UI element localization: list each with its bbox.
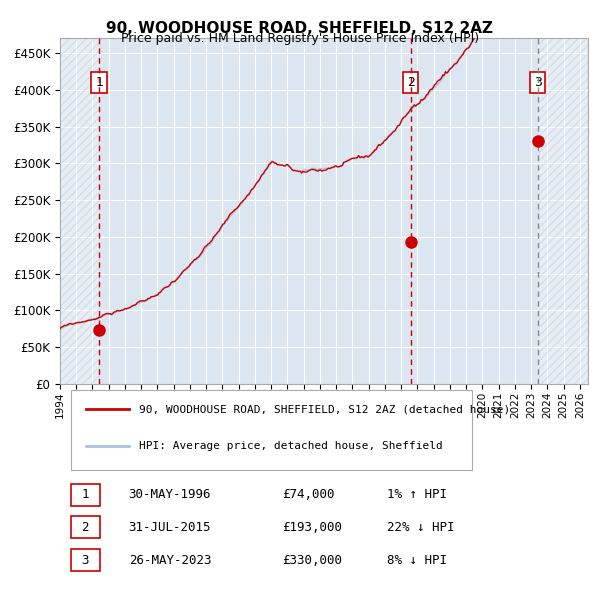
Text: £74,000: £74,000 [282, 488, 334, 501]
FancyBboxPatch shape [71, 516, 100, 538]
Text: 2: 2 [407, 76, 415, 89]
Text: 8% ↓ HPI: 8% ↓ HPI [388, 553, 448, 566]
Bar [538, 38, 588, 384]
FancyBboxPatch shape [71, 391, 472, 470]
Text: £193,000: £193,000 [282, 521, 342, 534]
Text: 2: 2 [81, 521, 89, 534]
Text: 90, WOODHOUSE ROAD, SHEFFIELD, S12 2AZ (detached house): 90, WOODHOUSE ROAD, SHEFFIELD, S12 2AZ (… [139, 405, 511, 414]
Text: HPI: Average price, detached house, Sheffield: HPI: Average price, detached house, Shef… [139, 441, 443, 451]
Text: 30-MAY-1996: 30-MAY-1996 [128, 488, 211, 501]
Text: 1: 1 [81, 488, 89, 501]
Text: 1: 1 [95, 76, 103, 89]
Text: 3: 3 [533, 76, 542, 89]
Text: 1% ↑ HPI: 1% ↑ HPI [388, 488, 448, 501]
Text: 3: 3 [81, 553, 89, 566]
Text: 90, WOODHOUSE ROAD, SHEFFIELD, S12 2AZ: 90, WOODHOUSE ROAD, SHEFFIELD, S12 2AZ [107, 21, 493, 35]
FancyBboxPatch shape [71, 549, 100, 571]
Bar [60, 38, 99, 384]
Text: Price paid vs. HM Land Registry's House Price Index (HPI): Price paid vs. HM Land Registry's House … [121, 32, 479, 45]
FancyBboxPatch shape [71, 484, 100, 506]
Text: 26-MAY-2023: 26-MAY-2023 [128, 553, 211, 566]
Text: £330,000: £330,000 [282, 553, 342, 566]
Text: 31-JUL-2015: 31-JUL-2015 [128, 521, 211, 534]
Text: 22% ↓ HPI: 22% ↓ HPI [388, 521, 455, 534]
